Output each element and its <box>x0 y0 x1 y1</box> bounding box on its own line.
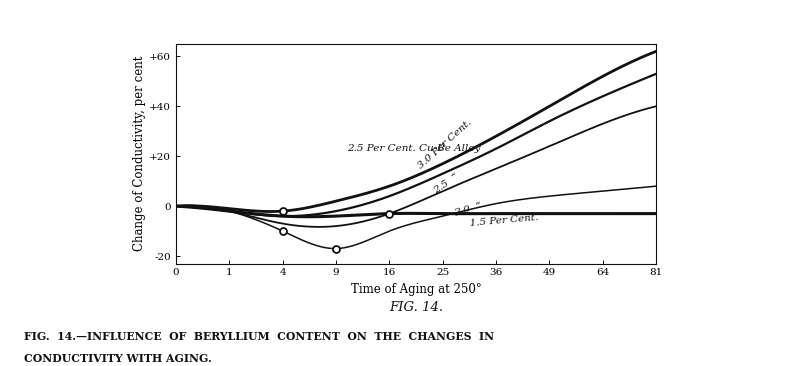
Text: 2.5 Per Cent. Cu-Be Alloy: 2.5 Per Cent. Cu-Be Alloy <box>346 144 480 153</box>
Text: 2.0  ”: 2.0 ” <box>454 202 483 218</box>
Text: 3.0 Per Cent.: 3.0 Per Cent. <box>416 118 473 171</box>
X-axis label: Time of Aging at 250°: Time of Aging at 250° <box>350 283 482 296</box>
Text: 2.5  ”: 2.5 ” <box>432 172 460 196</box>
Text: FIG. 14.: FIG. 14. <box>389 301 443 314</box>
Y-axis label: Change of Conductivity, per cent: Change of Conductivity, per cent <box>134 56 146 251</box>
Text: FIG.  14.—INFLUENCE  OF  BERYLLIUM  CONTENT  ON  THE  CHANGES  IN: FIG. 14.—INFLUENCE OF BERYLLIUM CONTENT … <box>24 331 494 342</box>
Text: CONDUCTIVITY WITH AGING.: CONDUCTIVITY WITH AGING. <box>24 353 212 364</box>
Text: 1.5 Per Cent.: 1.5 Per Cent. <box>470 213 538 228</box>
